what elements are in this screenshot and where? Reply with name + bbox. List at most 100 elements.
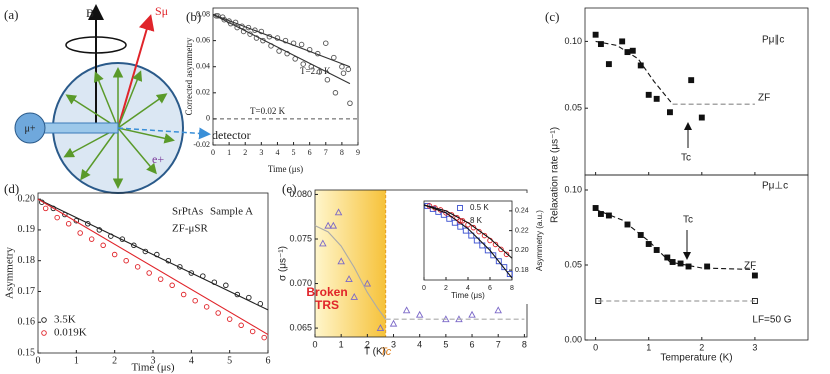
data-point [188, 270, 195, 276]
y-tick-label: 0.10 [564, 36, 582, 46]
panel-label: (d) [4, 181, 19, 196]
fit-line [212, 14, 351, 85]
data-point [323, 40, 329, 46]
x-tick-label: 1 [646, 342, 651, 352]
x-tick-label: 3 [752, 342, 757, 352]
y-axis-label: Corrected asymmetry [184, 37, 194, 115]
panel: 0.05 0.10 (c) Relaxation rate (μs⁻¹) Pμ∥c ZF T… [545, 7, 809, 223]
annotation: Tc [681, 153, 691, 164]
data-point [65, 221, 72, 227]
x-tick-label: 2 [699, 342, 704, 352]
data-point [246, 294, 252, 301]
fit-line [37, 198, 269, 311]
positron-label: e+ [152, 152, 164, 166]
y-tick-label: 0.18 [515, 267, 529, 274]
y-tick-label: 0.05 [564, 259, 582, 269]
x-tick-label: 7 [496, 339, 501, 349]
y-tick-label: 0.070 [289, 278, 312, 288]
inset-background [404, 193, 544, 304]
tc-label: Tc [380, 346, 392, 358]
data-point [324, 221, 332, 229]
data-point [324, 77, 331, 83]
fit-line [212, 14, 351, 68]
y-tick-label: 0.00 [564, 334, 582, 344]
fit-line [423, 204, 513, 279]
panel-label: (b) [186, 9, 201, 24]
y-tick-label: 0.065 [289, 322, 312, 332]
x-tick-label: 4 [466, 285, 470, 292]
data-point [688, 77, 695, 84]
y-tick-label: 0.080 [289, 189, 312, 199]
annotation: ZF-μSR [172, 223, 209, 235]
data-point [376, 324, 385, 332]
data-point [340, 70, 347, 76]
x-tick-label: 5 [292, 148, 296, 157]
x-tick-label: 3 [391, 339, 396, 349]
data-point [506, 271, 513, 278]
y-tick-label: 0.02 [196, 88, 210, 97]
data-point [492, 241, 499, 248]
annotation: T=2.1 K [300, 66, 331, 76]
x-tick-label: 0 [593, 342, 598, 352]
detector-arrow [117, 127, 211, 140]
precession-loop [65, 36, 127, 54]
data-point [685, 263, 692, 270]
legend-label: 0.5 K [470, 203, 489, 212]
x-tick-label: 8 [522, 339, 527, 349]
data-point [363, 279, 372, 287]
plot-frame [212, 7, 359, 146]
data-point [131, 242, 137, 249]
data-point [180, 291, 187, 298]
data-point [389, 319, 398, 327]
y-tick-label: 0.16 [18, 317, 36, 328]
data-point [645, 91, 652, 98]
x-tick-label: 6 [308, 148, 312, 157]
data-point [249, 328, 256, 335]
data-point [415, 310, 424, 318]
x-axis-label: Time (μs) [131, 362, 174, 374]
x-tick-label: 3 [151, 355, 156, 366]
data-point [203, 304, 210, 310]
data-point [667, 109, 673, 116]
data-point [350, 292, 359, 300]
data-point [637, 62, 644, 69]
data-point [215, 310, 221, 316]
broken-trs-label: Broken TRS [306, 285, 348, 312]
y-tick-label: 0.10 [564, 184, 582, 194]
data-point [698, 114, 705, 121]
data-point [498, 246, 504, 253]
data-point [704, 263, 711, 270]
detector-label: detector [212, 128, 251, 142]
x-tick-label: 0 [312, 339, 317, 349]
y-tick-label: 0.20 [515, 247, 529, 254]
data-point [495, 258, 502, 265]
y-axis-label: σ (μs⁻¹) [278, 246, 289, 281]
data-point [468, 310, 476, 318]
x-tick-label: 2 [444, 285, 448, 292]
data-point [494, 306, 502, 314]
fit-line [314, 225, 387, 320]
data-point [347, 100, 353, 106]
y-tick-label: 0 [206, 114, 210, 123]
data-point [597, 211, 604, 217]
x-tick-label: 1 [339, 339, 344, 349]
annotation: Pμ∥c [762, 35, 784, 46]
y-tick-label: 0.05 [564, 103, 582, 113]
data-point [345, 66, 352, 73]
panel: 0 1 2 3 4 5 6 0.15 0.16 0.17 0.18 0.19 0.20(d) Time (… [4, 181, 271, 374]
data-point [319, 239, 327, 247]
annotation: Sample A [210, 206, 253, 218]
spin-label: Sμ [155, 4, 168, 18]
legend-marker [41, 330, 47, 336]
y-tick-label: 0.08 [196, 9, 210, 18]
data-point [424, 202, 431, 209]
muon-diagram: (a) B Sμ μ+ e+ detector [4, 4, 251, 194]
muon [14, 112, 46, 144]
data-point [653, 247, 660, 253]
panel-label: (e) [282, 181, 296, 196]
x-tick-label: 3 [259, 148, 263, 157]
plot-frame [584, 174, 809, 341]
legend-marker [457, 205, 463, 211]
annotation: LF=50 G [752, 315, 791, 326]
x-tick-label: 0 [211, 148, 215, 157]
